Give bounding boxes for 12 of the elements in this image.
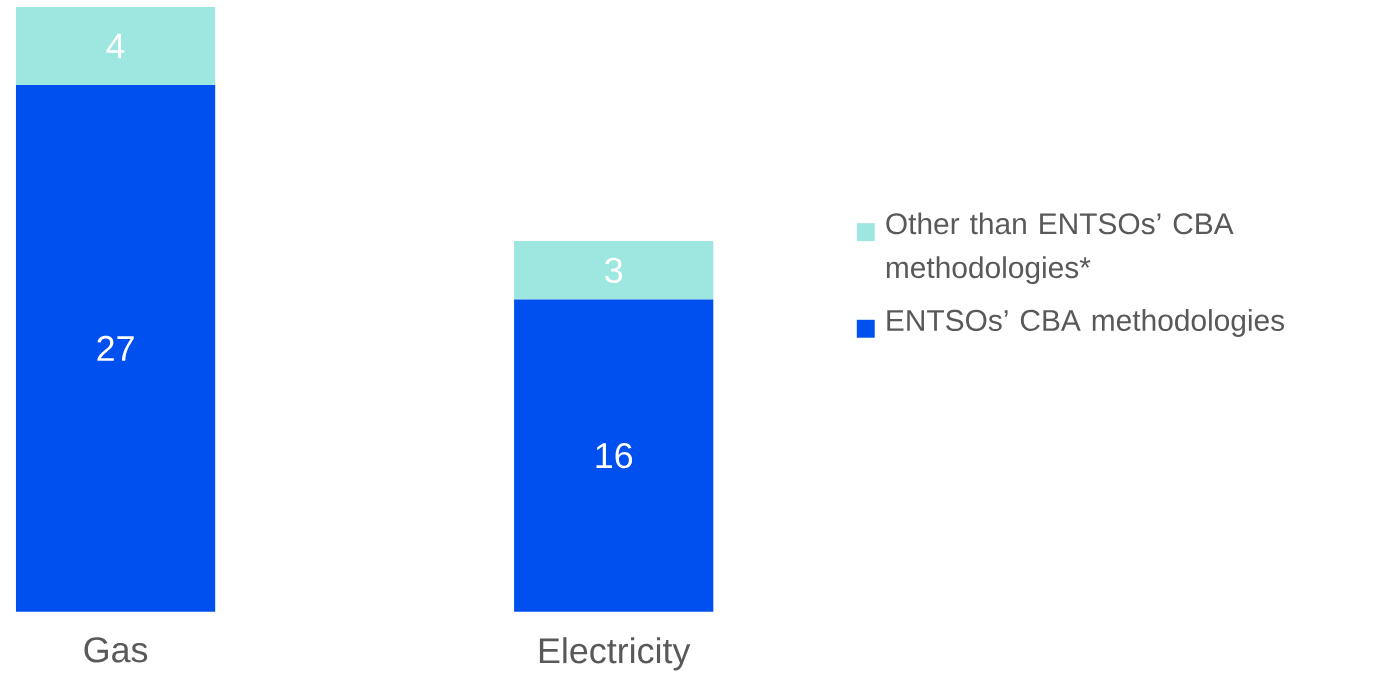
bar — [15, 84, 216, 612]
bar — [514, 299, 714, 612]
x-tick-label: Gas — [84, 636, 148, 663]
data-label: 4 — [106, 33, 125, 59]
legend-label: Other than ENTSOs’ CBA methodologies* — [886, 212, 1234, 284]
data-label: 16 — [596, 442, 633, 469]
x-tick-label: Electricity — [539, 636, 691, 671]
data-label: 3 — [605, 257, 623, 283]
data-label: 27 — [97, 335, 134, 361]
bar — [15, 6, 216, 85]
bar — [514, 240, 714, 300]
legend-label: ENTSOs’ CBA methodologies — [887, 308, 1285, 337]
